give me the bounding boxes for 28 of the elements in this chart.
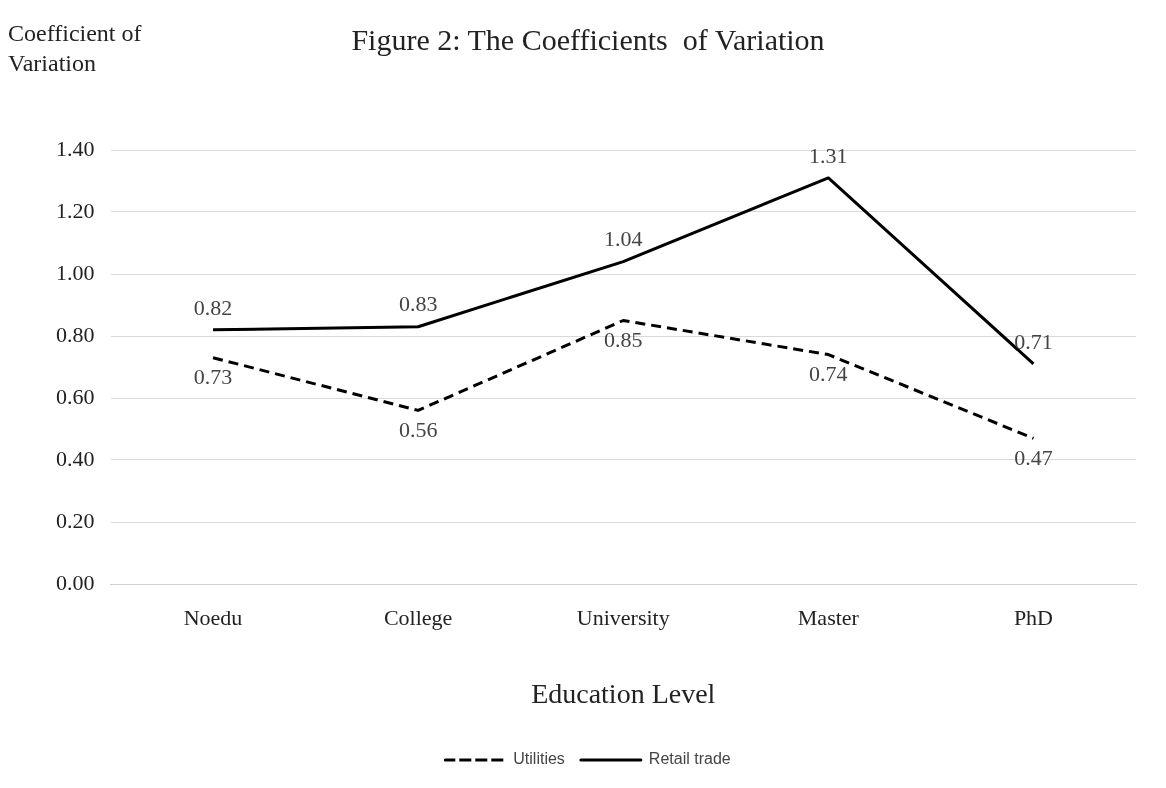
x-tick-label: PhD bbox=[1013, 604, 1054, 630]
x-tick-label: Noedu bbox=[183, 604, 243, 630]
data-label: 0.47 bbox=[1014, 445, 1053, 471]
data-label: 0.71 bbox=[1014, 328, 1053, 354]
y-tick-label: 0.40 bbox=[56, 445, 95, 471]
x-tick-label: College bbox=[383, 604, 453, 630]
x-tick-label: Master bbox=[797, 604, 860, 630]
y-tick-label: 1.00 bbox=[56, 259, 95, 285]
data-label: 1.04 bbox=[604, 226, 643, 252]
x-tick-label: University bbox=[576, 604, 670, 630]
legend-label: Utilities bbox=[513, 750, 565, 768]
data-label: 0.56 bbox=[398, 417, 438, 443]
y-tick-label: 0.00 bbox=[56, 569, 95, 595]
data-label: 0.83 bbox=[398, 291, 438, 317]
y-tick-label: 1.20 bbox=[56, 197, 95, 223]
chart-title: Figure 2: The Coefficients of Variation bbox=[351, 22, 825, 56]
y-tick-label: 0.20 bbox=[56, 507, 95, 533]
data-label: 0.85 bbox=[604, 327, 643, 353]
legend-label: Retail trade bbox=[648, 750, 731, 768]
x-axis-title: Education Level bbox=[531, 677, 716, 709]
y-tick-label: 0.80 bbox=[56, 321, 95, 347]
data-label: 0.74 bbox=[809, 361, 848, 387]
data-label: 0.82 bbox=[193, 294, 233, 320]
y-tick-label: 0.60 bbox=[56, 383, 95, 409]
y-tick-label: 1.40 bbox=[56, 135, 95, 161]
data-label: 0.73 bbox=[193, 364, 233, 390]
data-label: 1.31 bbox=[809, 142, 848, 168]
y-axis-title: Coefficient of Variation bbox=[8, 19, 143, 78]
